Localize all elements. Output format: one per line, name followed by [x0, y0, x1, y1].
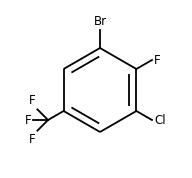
Text: F: F: [24, 114, 31, 127]
Text: F: F: [154, 54, 161, 67]
Text: F: F: [29, 133, 36, 146]
Text: F: F: [29, 94, 36, 107]
Text: Br: Br: [94, 15, 107, 28]
Text: Cl: Cl: [154, 114, 166, 127]
